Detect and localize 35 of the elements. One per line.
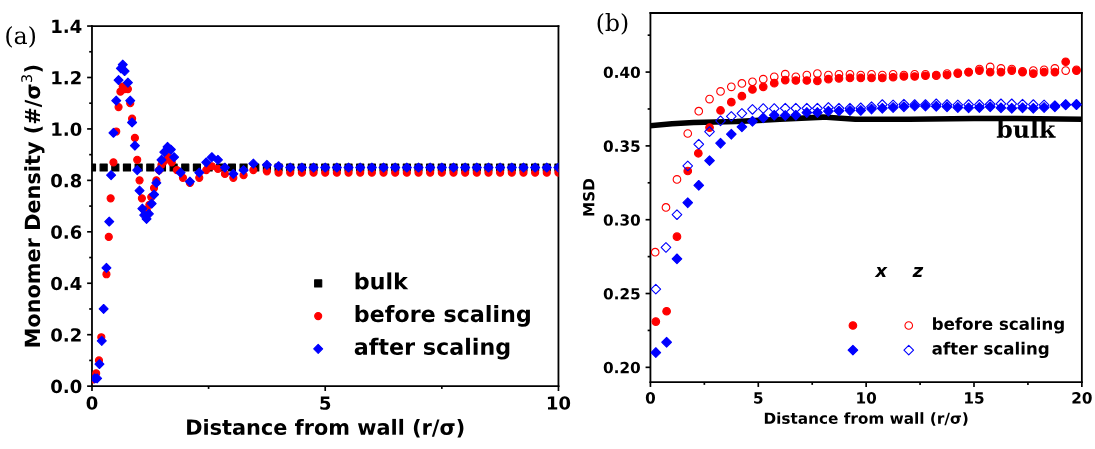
y-tick-label: 0.0 xyxy=(51,379,82,394)
annotation: bulk xyxy=(996,119,1056,138)
x-tick-label: 5 xyxy=(320,396,331,410)
y-tick-label: 0.4 xyxy=(51,276,82,291)
legend-label: before scaling xyxy=(933,317,1064,334)
y-tick-label: 0.6 xyxy=(51,225,82,239)
legend-label: after scaling xyxy=(354,337,510,360)
y-tick-label: 0.25 xyxy=(603,287,640,300)
chart-title: (b) xyxy=(597,13,628,35)
x-tick-label: 10 xyxy=(547,396,571,410)
y-tick-label: 1.0 xyxy=(52,122,82,137)
x-tick-label: 10 xyxy=(857,392,877,404)
y-axis-title: Monomer Density (#/σ$^{3}$) xyxy=(21,65,45,347)
x-axis-title: Distance from wall (r/σ) xyxy=(764,412,968,426)
legend-label: bulk xyxy=(355,272,409,290)
x-tick-label: 15 xyxy=(965,392,984,404)
y-tick-label: 0.2 xyxy=(51,328,81,342)
y-tick-label: 1.4 xyxy=(52,19,82,33)
x-tick-label: 5 xyxy=(754,392,763,404)
annotation: z xyxy=(912,267,924,277)
x-tick-label: 20 xyxy=(1072,392,1092,404)
y-tick-label: 1.2 xyxy=(52,70,81,85)
chart-title: (a) xyxy=(6,26,36,48)
x-tick-label: 0 xyxy=(645,392,656,404)
y-tick-label: 0.35 xyxy=(603,140,640,152)
legend-label: after scaling xyxy=(932,341,1049,359)
y-axis-title: MSD xyxy=(582,178,595,216)
y-tick-label: 0.20 xyxy=(603,361,640,374)
legend-label: before scaling xyxy=(355,305,530,327)
annotation: x xyxy=(874,267,888,277)
x-tick-label: 0 xyxy=(86,396,98,410)
y-tick-label: 0.40 xyxy=(603,66,640,79)
x-axis-title: Distance from wall (r/σ) xyxy=(187,418,464,438)
y-tick-label: 0.30 xyxy=(603,214,640,226)
y-tick-label: 0.8 xyxy=(51,173,82,188)
